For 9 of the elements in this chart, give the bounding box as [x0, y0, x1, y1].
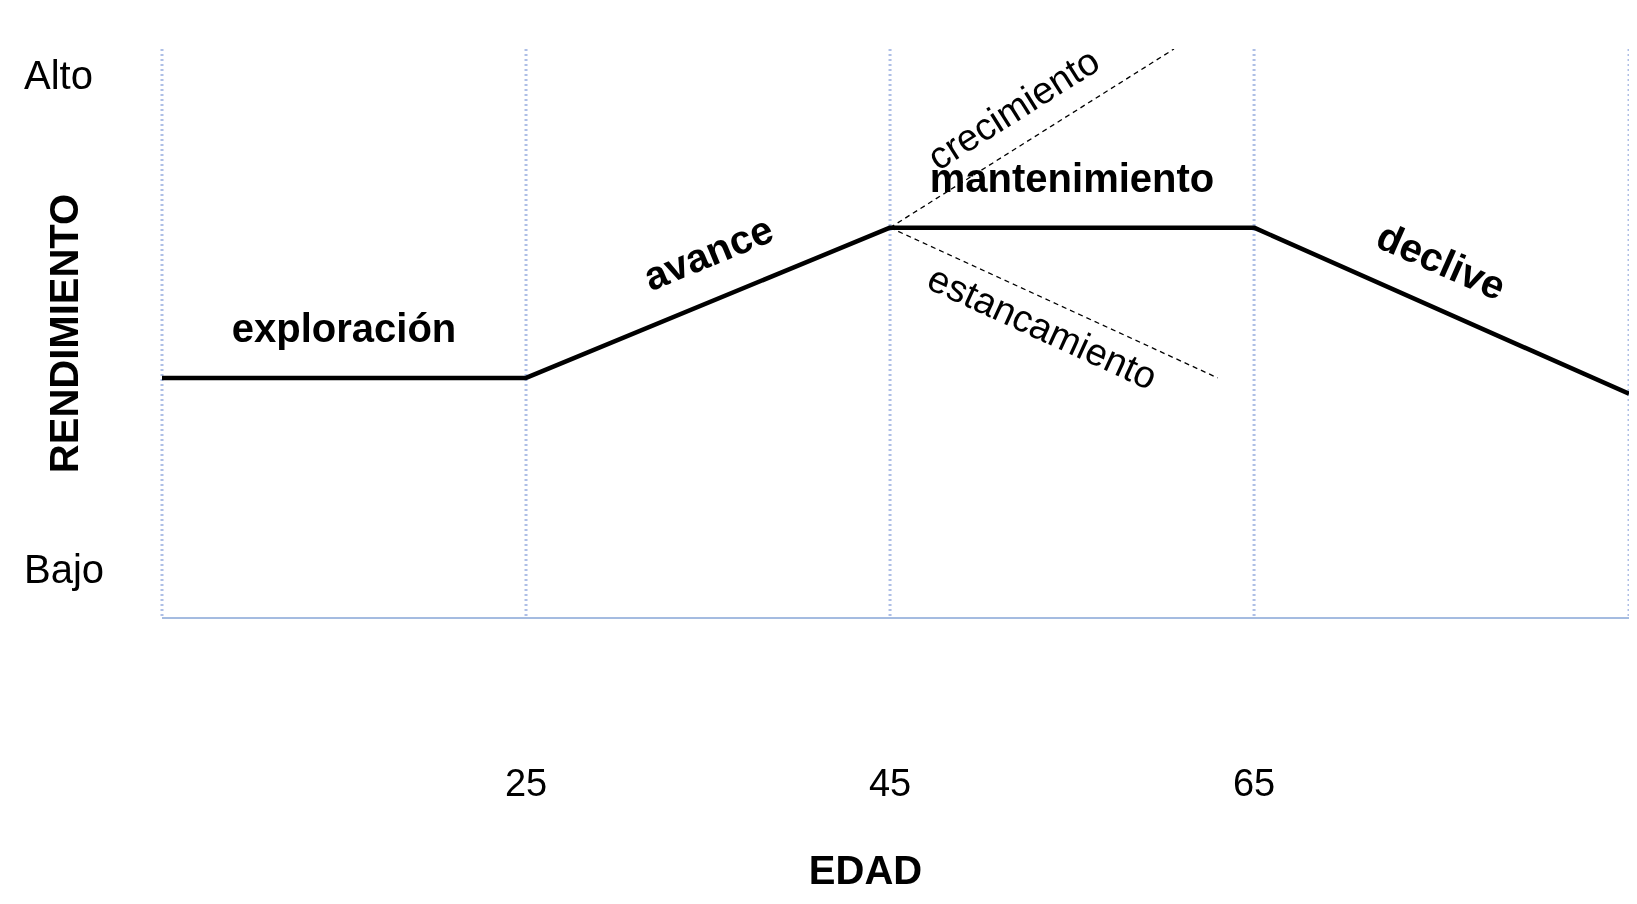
x-axis-title: EDAD: [808, 848, 923, 892]
annotation: avance: [636, 206, 780, 299]
y-axis-title: RENDIMIENTO: [42, 193, 86, 474]
x-tick-label: 65: [1232, 762, 1276, 804]
annotation: exploración: [231, 305, 457, 350]
text: Bajo: [24, 547, 105, 592]
text: Alto: [24, 53, 93, 98]
x-tick-label: 45: [868, 762, 912, 804]
x-tick-label: 25: [504, 762, 548, 804]
